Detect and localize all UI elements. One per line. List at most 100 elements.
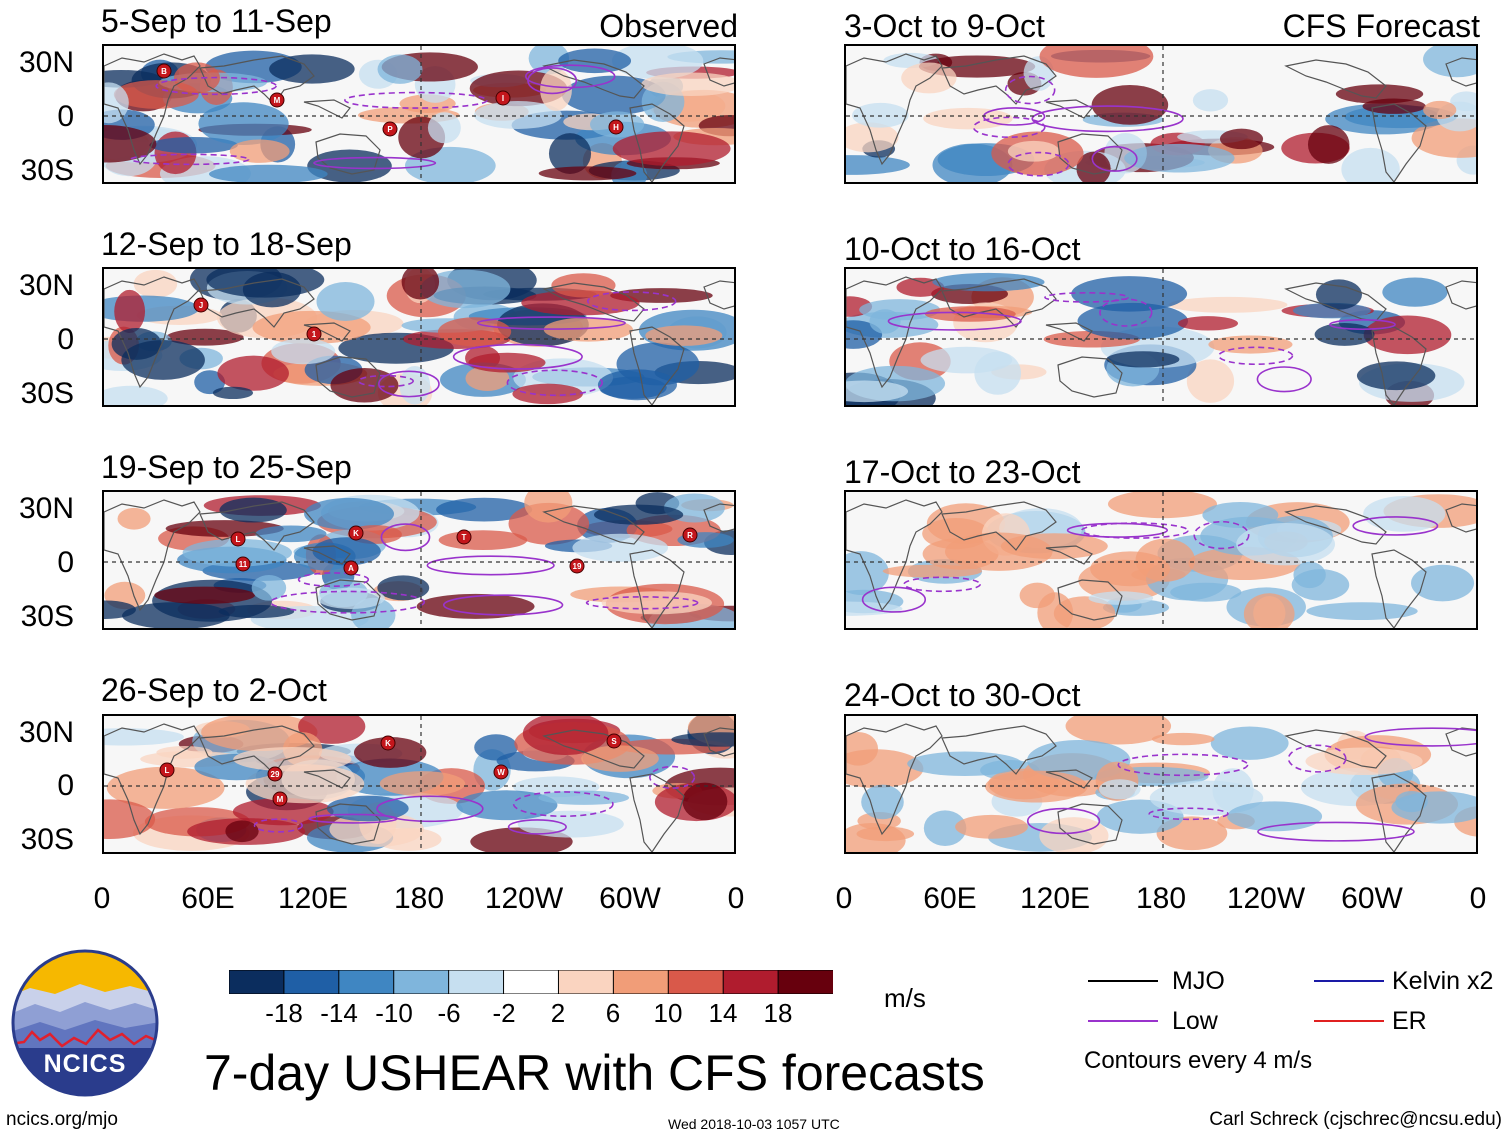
shear-anomaly bbox=[437, 317, 512, 347]
coastline bbox=[199, 725, 315, 775]
coastline bbox=[629, 773, 685, 852]
lon-label-60e: 60E bbox=[181, 882, 235, 915]
colorbar-swatch bbox=[612, 969, 670, 995]
shear-anomaly bbox=[133, 269, 178, 298]
legend-line-kelvin bbox=[1314, 980, 1384, 982]
shear-anomaly bbox=[111, 328, 162, 360]
colorbar-swatch bbox=[667, 969, 725, 995]
shear-anomaly bbox=[317, 587, 385, 609]
coastline bbox=[941, 725, 1057, 775]
shear-anomaly bbox=[1186, 359, 1235, 403]
shear-anomaly bbox=[219, 497, 287, 523]
coastline bbox=[703, 280, 734, 310]
shear-anomaly bbox=[540, 68, 572, 111]
shear-anomaly bbox=[985, 770, 1088, 803]
lon-label-180: 180 bbox=[393, 882, 445, 915]
coastline bbox=[846, 723, 943, 836]
lat-label-eq: 0 bbox=[57, 769, 74, 802]
storm-label: B bbox=[161, 67, 167, 76]
storm-marker: M bbox=[269, 92, 285, 108]
shear-anomaly bbox=[1236, 522, 1336, 566]
low-contour bbox=[253, 818, 303, 833]
coastline bbox=[941, 278, 1057, 328]
coastline bbox=[315, 579, 381, 621]
coastline bbox=[1371, 549, 1427, 628]
low-contour bbox=[269, 590, 426, 614]
storm-marker: K bbox=[348, 525, 364, 541]
low-contour bbox=[1091, 145, 1138, 172]
shear-anomaly bbox=[1293, 561, 1326, 589]
low-contour bbox=[1287, 744, 1347, 773]
storm-label: 1 bbox=[312, 330, 317, 339]
colorbar-units: m/s bbox=[884, 983, 926, 1013]
shear-anomaly bbox=[601, 591, 713, 615]
low-contour bbox=[972, 116, 1046, 139]
colorbar-swatch bbox=[448, 969, 505, 995]
shear-anomaly bbox=[198, 102, 289, 145]
shear-anomaly bbox=[206, 269, 325, 298]
shear-anomaly bbox=[166, 328, 244, 346]
panel-title-2: 12-Sep to 18-Sep bbox=[101, 226, 352, 262]
shear-anomaly bbox=[104, 82, 129, 124]
coastline bbox=[315, 133, 381, 175]
lon-label-120e: 120E bbox=[1019, 882, 1091, 915]
shear-anomaly bbox=[538, 166, 637, 181]
lat-label-30s: 30S bbox=[20, 600, 74, 633]
coastline bbox=[1045, 322, 1093, 342]
coastline bbox=[1057, 579, 1123, 621]
shear-anomaly bbox=[1363, 495, 1446, 532]
shear-anomaly bbox=[1314, 323, 1375, 346]
storm-marker: K bbox=[380, 735, 396, 751]
low-contour bbox=[1117, 753, 1249, 777]
shear-anomaly bbox=[1151, 732, 1215, 746]
coastline bbox=[941, 501, 1057, 551]
shear-anomaly bbox=[353, 737, 427, 768]
low-contour bbox=[1256, 366, 1312, 393]
shear-anomaly bbox=[923, 810, 967, 846]
author: Carl Schreck (cjschrec@ncsu.edu) bbox=[1209, 1109, 1502, 1130]
shear-anomaly bbox=[923, 107, 1013, 130]
shear-anomaly bbox=[869, 309, 901, 334]
shear-anomaly bbox=[682, 782, 728, 821]
storm-marker: R bbox=[682, 527, 698, 543]
storm-marker: 11 bbox=[235, 556, 251, 572]
panel-title-1: 5-Sep to 11-Sep bbox=[101, 3, 332, 39]
shear-anomaly bbox=[1219, 128, 1264, 150]
shear-anomaly bbox=[1305, 747, 1423, 776]
shear-anomaly bbox=[1124, 143, 1235, 173]
storm-label: T bbox=[462, 533, 467, 542]
lon-label-60w: 60W bbox=[599, 882, 661, 915]
shear-anomaly bbox=[1210, 726, 1289, 760]
coastline bbox=[703, 57, 734, 87]
shear-anomaly bbox=[149, 136, 238, 154]
observed-label: Observed bbox=[599, 8, 738, 44]
shear-anomaly bbox=[194, 370, 226, 395]
shear-anomaly bbox=[1090, 551, 1171, 587]
shear-anomaly bbox=[561, 75, 666, 115]
coastline bbox=[1284, 729, 1387, 769]
colorbar-swatch bbox=[722, 969, 780, 995]
shear-anomaly bbox=[271, 338, 336, 365]
coastline bbox=[303, 769, 351, 789]
coastline bbox=[1045, 545, 1093, 565]
lon-label-60w: 60W bbox=[1341, 882, 1403, 915]
panel-title-4: 26-Sep to 2-Oct bbox=[101, 672, 327, 708]
coastline bbox=[199, 278, 315, 328]
storm-label: P bbox=[387, 125, 393, 134]
storm-marker: L bbox=[230, 531, 246, 547]
shear-anomaly bbox=[420, 269, 511, 309]
shear-anomaly bbox=[1341, 147, 1400, 182]
shear-anomaly bbox=[671, 732, 734, 747]
shear-anomaly bbox=[548, 133, 592, 174]
shear-anomaly bbox=[612, 131, 731, 166]
low-contour bbox=[1364, 727, 1476, 747]
shear-anomaly bbox=[932, 272, 1045, 292]
storm-marker: 1 bbox=[306, 326, 322, 342]
contour-legend: MJO Low Kelvin x2 ER Contours every 4 m/… bbox=[1084, 968, 1508, 1078]
shear-anomaly bbox=[251, 574, 287, 601]
storm-label: 29 bbox=[271, 770, 280, 779]
shear-anomaly bbox=[846, 732, 879, 766]
storm-label: R bbox=[687, 531, 693, 540]
coastline bbox=[703, 727, 734, 757]
